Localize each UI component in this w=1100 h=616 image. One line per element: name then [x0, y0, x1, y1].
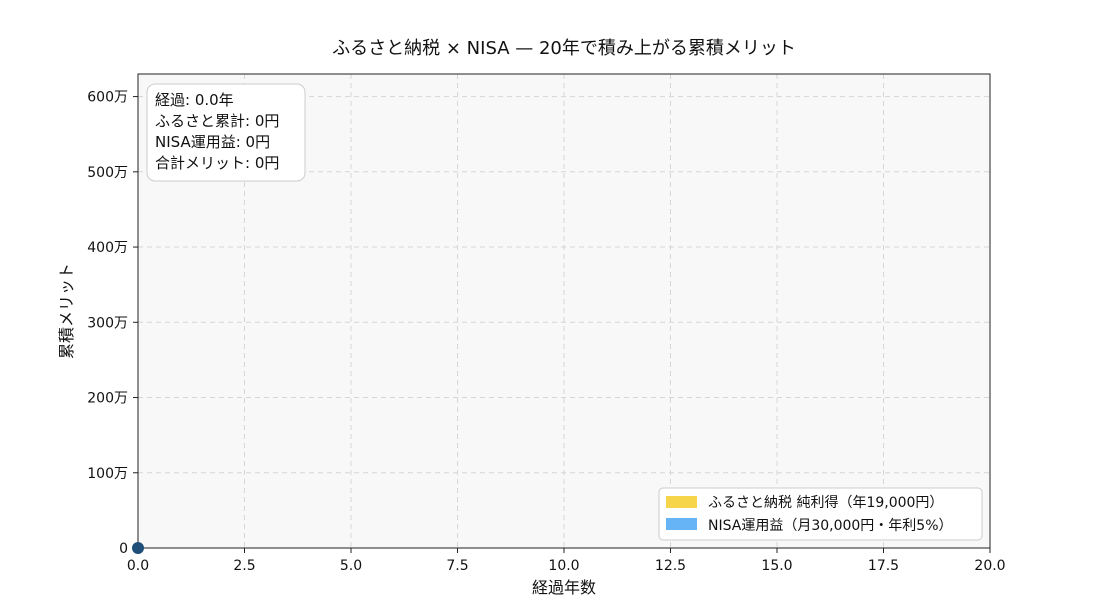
- y-axis: 0 100万 200万 300万 400万 500万 600万: [87, 90, 138, 557]
- y-tick-label: 600万: [87, 90, 128, 106]
- info-total-merit: 合計メリット: 0円: [155, 154, 279, 172]
- legend-label-nisa: NISA運用益（月30,000円・年利5%）: [708, 518, 953, 534]
- x-axis-label: 経過年数: [532, 578, 596, 597]
- current-point-marker: [132, 542, 144, 554]
- x-tick-label: 17.5: [868, 558, 899, 574]
- legend-frame: [658, 487, 983, 541]
- info-box-frame: [146, 83, 306, 182]
- legend-swatch-furusato: [666, 496, 697, 508]
- info-box: 経過: 0.0年 ふるさと累計: 0円 NISA運用益: 0円 合計メリット: …: [146, 83, 306, 182]
- y-tick-label: 100万: [87, 466, 128, 482]
- y-tick-label: 300万: [87, 315, 128, 331]
- x-tick-label: 20.0: [974, 558, 1005, 574]
- x-tick-label: 15.0: [761, 558, 792, 574]
- x-tick-label: 10.0: [548, 558, 579, 574]
- legend-swatch-nisa: [666, 518, 697, 530]
- y-tick-label: 400万: [87, 240, 128, 256]
- y-tick-label: 500万: [87, 165, 128, 181]
- y-axis-label: 累積メリット: [57, 263, 76, 359]
- x-tick-label: 0.0: [127, 558, 149, 574]
- legend-label-furusato: ふるさと納税 純利得（年19,000円）: [708, 494, 943, 511]
- y-tick-label: 200万: [87, 391, 128, 407]
- x-tick-label: 5.0: [340, 558, 362, 574]
- info-furusato-total: ふるさと累計: 0円: [155, 112, 279, 130]
- info-elapsed: 経過: 0.0年: [155, 91, 234, 109]
- x-tick-label: 2.5: [233, 558, 255, 574]
- y-tick-label: 0: [119, 541, 128, 557]
- legend: ふるさと納税 純利得（年19,000円） NISA運用益（月30,000円・年利…: [658, 487, 983, 541]
- x-tick-label: 12.5: [655, 558, 686, 574]
- x-tick-label: 7.5: [446, 558, 468, 574]
- info-nisa-gain: NISA運用益: 0円: [155, 133, 270, 151]
- x-axis: 0.0 2.5 5.0 7.5 10.0 12.5 15.0 17.5 20.0: [127, 548, 1006, 574]
- chart-title: ふるさと納税 × NISA — 20年で積み上がる累積メリット: [332, 38, 796, 59]
